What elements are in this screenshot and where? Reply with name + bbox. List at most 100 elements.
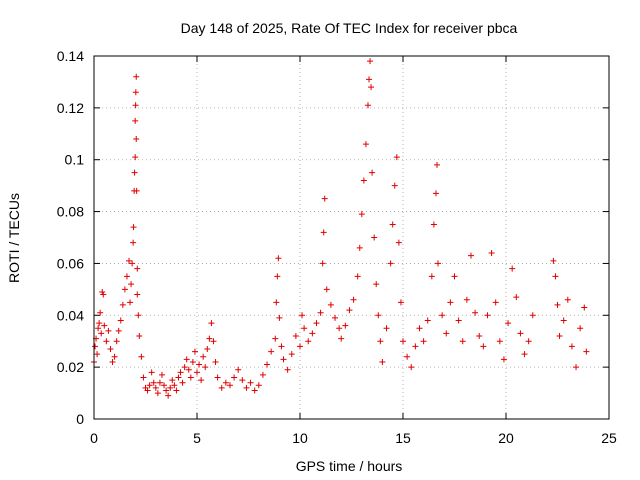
data-point <box>138 353 145 360</box>
data-point <box>196 361 203 368</box>
data-point <box>95 325 102 332</box>
data-point <box>552 273 559 280</box>
data-point <box>113 338 120 345</box>
data-point <box>476 333 483 340</box>
data-point <box>132 117 139 124</box>
data-point <box>433 161 440 168</box>
data-point <box>529 312 536 319</box>
data-point <box>435 260 442 267</box>
data-point <box>94 351 101 358</box>
data-point <box>181 364 188 371</box>
data-point <box>134 291 141 298</box>
data-point <box>154 390 161 397</box>
data-point <box>459 338 466 345</box>
data-point <box>183 356 190 363</box>
data-point <box>364 102 371 109</box>
data-point <box>235 366 242 373</box>
data-point <box>212 358 219 365</box>
data-point <box>275 255 282 262</box>
data-point <box>317 309 324 316</box>
data-point <box>177 369 184 376</box>
data-point <box>387 260 394 267</box>
data-point <box>432 190 439 197</box>
data-point <box>443 330 450 337</box>
data-point <box>356 244 363 251</box>
data-point <box>161 382 168 389</box>
data-point <box>420 338 427 345</box>
y-tick-label: 0.06 <box>57 255 84 271</box>
data-point <box>163 387 170 394</box>
data-point <box>332 314 339 321</box>
data-point <box>447 299 454 306</box>
data-point <box>121 286 128 293</box>
data-point <box>366 76 373 83</box>
tick-labels: 0 5 10 15 20 25 0 0.02 0.04 0.06 0.08 0.1 0.12 0.14 <box>57 48 617 446</box>
data-point <box>354 273 361 280</box>
data-point <box>208 320 215 327</box>
data-point <box>400 338 406 345</box>
data-point <box>131 169 138 176</box>
data-point <box>350 296 357 303</box>
data-point <box>412 343 419 350</box>
data-point <box>119 301 126 308</box>
data-point <box>463 296 470 303</box>
data-point <box>156 379 163 386</box>
data-point <box>165 392 172 399</box>
data-point <box>185 366 192 373</box>
data-point <box>109 358 116 365</box>
data-point <box>264 361 271 368</box>
x-tick-label: 10 <box>292 430 308 446</box>
data-point <box>158 371 165 378</box>
grid-lines <box>94 56 609 419</box>
data-point <box>319 260 326 267</box>
data-point <box>97 309 104 316</box>
x-axis-label: GPS time / hours <box>296 458 403 474</box>
data-point <box>467 252 474 259</box>
data-point <box>273 299 280 306</box>
data-point <box>305 338 312 345</box>
data-point <box>101 322 108 329</box>
data-point <box>140 374 147 381</box>
data-point <box>132 154 139 161</box>
data-point <box>259 371 266 378</box>
data-point <box>297 343 303 350</box>
data-point <box>556 333 563 340</box>
y-tick-label: 0 <box>76 411 84 427</box>
data-point <box>130 224 137 231</box>
data-point <box>239 377 246 384</box>
data-point <box>133 187 140 194</box>
data-point <box>96 320 103 327</box>
data-point <box>368 84 375 91</box>
data-point <box>100 291 107 298</box>
data-point <box>204 345 211 352</box>
data-point <box>550 257 557 264</box>
y-tick-label: 0.02 <box>57 359 84 375</box>
data-point <box>362 141 369 148</box>
data-point <box>105 327 112 334</box>
axis-ticks <box>93 55 610 420</box>
data-point <box>134 265 141 272</box>
data-point <box>439 312 446 319</box>
data-point <box>123 273 130 280</box>
data-point <box>247 379 254 386</box>
plot-frame <box>93 55 610 420</box>
data-point <box>144 387 151 394</box>
data-point <box>133 73 140 80</box>
data-point <box>404 353 411 360</box>
data-point <box>173 387 180 394</box>
data-point <box>276 314 283 321</box>
data-point <box>126 257 133 264</box>
data-point <box>581 304 588 311</box>
data-point <box>424 317 431 324</box>
data-point <box>278 343 285 350</box>
data-point <box>416 325 423 332</box>
data-point <box>218 384 225 391</box>
data-point <box>130 239 137 246</box>
data-point <box>583 348 590 355</box>
data-point <box>206 335 213 342</box>
data-point <box>148 369 155 376</box>
data-point <box>320 229 327 236</box>
x-tick-label: 15 <box>395 430 411 446</box>
data-point <box>309 330 316 337</box>
data-point <box>210 338 217 345</box>
